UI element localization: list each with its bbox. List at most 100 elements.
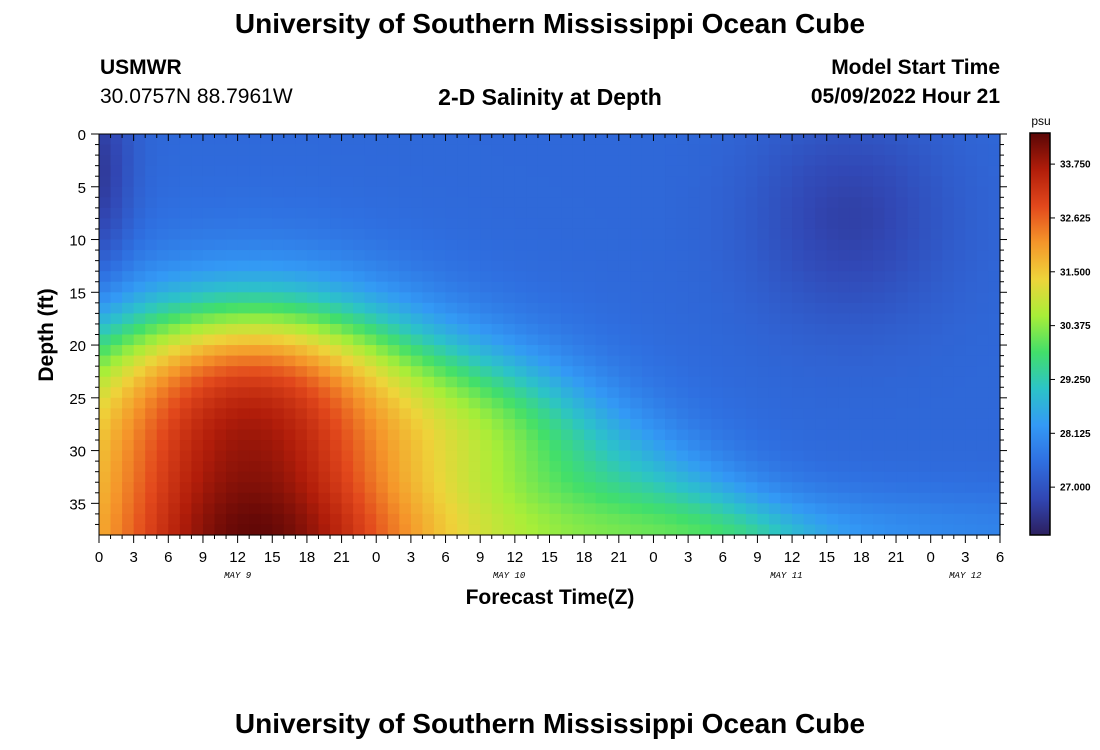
heatmap-cell [572,440,585,452]
heatmap-cell [283,239,296,251]
heatmap-cell [953,408,966,420]
heatmap-cell [133,176,146,188]
heatmap-cell [768,292,782,304]
heatmap-cell [734,228,747,241]
heatmap-cell [549,260,562,272]
heatmap-cell [976,471,990,483]
heatmap-cell [226,239,239,251]
heatmap-cell [549,355,562,367]
heatmap-cell [133,355,146,367]
heatmap-cell [688,134,701,146]
heatmap-cell [861,313,874,325]
heatmap-cell [734,513,747,526]
heatmap-cell [422,503,435,515]
x-tick-label: 0 [95,549,103,566]
heatmap-cell [387,218,400,230]
heatmap-cell [468,366,481,378]
heatmap-cell [676,144,689,156]
heatmap-cell [561,482,574,494]
heatmap-cell [618,271,631,283]
heatmap-cell [722,250,735,262]
heatmap-cell [145,292,158,304]
heatmap-cell [561,408,574,420]
heatmap-cell [768,144,782,156]
heatmap-cell [757,503,770,515]
heatmap-cell [780,302,793,314]
heatmap-cell [387,408,400,420]
heatmap-cell [168,345,181,357]
heatmap-cell [815,345,828,357]
heatmap-cell [549,450,562,462]
heatmap-cell [988,418,1001,431]
heatmap-cell [872,387,886,399]
heatmap-cell [410,176,424,188]
heatmap-cell [942,302,955,314]
heatmap-cell [422,186,435,198]
heatmap-cell [526,461,539,473]
heatmap-cell [399,397,412,409]
heatmap-cell [942,176,955,188]
heatmap-cell [711,281,724,293]
heatmap-cell [514,155,527,167]
heatmap-cell [503,429,516,441]
heatmap-cell [214,513,227,526]
colorbar-tick-label: 32.625 [1060,213,1091,224]
x-tick-label: 15 [541,549,558,566]
heatmap-cell [526,471,539,483]
heatmap-cell [341,323,354,336]
heatmap-cell [133,366,146,378]
heatmap-cell [133,397,146,409]
heatmap-cell [953,218,966,230]
heatmap-cell [907,429,920,441]
heatmap-cell [768,503,782,515]
heatmap-cell [630,355,643,367]
x-axis-label: Forecast Time(Z) [466,586,635,609]
heatmap-cell [537,271,551,283]
heatmap-cell [526,450,539,462]
heatmap-cell [179,281,193,293]
heatmap-cell [734,492,747,504]
heatmap-cell [364,461,377,473]
heatmap-cell [422,376,435,388]
heatmap-cell [214,503,227,515]
heatmap-cell [364,355,377,367]
heatmap-cell [930,250,943,262]
heatmap-cell [514,250,527,262]
heatmap-cell [618,376,631,388]
heatmap-cell [226,176,239,188]
heatmap-cell [734,334,747,346]
heatmap-cell [630,450,643,462]
heatmap-cell [168,207,181,220]
heatmap-cell [537,387,551,399]
heatmap-cell [930,355,943,367]
heatmap-cell [919,260,932,272]
heatmap-cell [133,186,146,198]
heatmap-cell [826,260,839,272]
heatmap-cell [480,524,493,536]
heatmap-cell [330,450,343,462]
heatmap-cell [757,450,770,462]
heatmap-cell [191,397,204,409]
heatmap-cell [133,228,146,241]
heatmap-cell [99,323,112,336]
heatmap-cell [930,176,943,188]
heatmap-cell [537,513,551,526]
heatmap-cell [179,513,193,526]
heatmap-cell [306,292,320,304]
heatmap-cell [803,207,816,220]
heatmap-cell [237,450,250,462]
heatmap-cell [549,323,562,336]
heatmap-cell [965,492,978,504]
heatmap-cell [618,334,631,346]
heatmap-cell [353,260,366,272]
heatmap-cell [226,376,239,388]
x-tick-label: 12 [784,549,801,566]
heatmap-cell [353,281,366,293]
heatmap-cell [480,492,493,504]
heatmap-cell [584,144,597,156]
heatmap-cell [549,482,562,494]
heatmap-cell [919,323,932,336]
heatmap-cell [226,260,239,272]
heatmap-cell [930,186,943,198]
heatmap-cell [457,218,470,230]
